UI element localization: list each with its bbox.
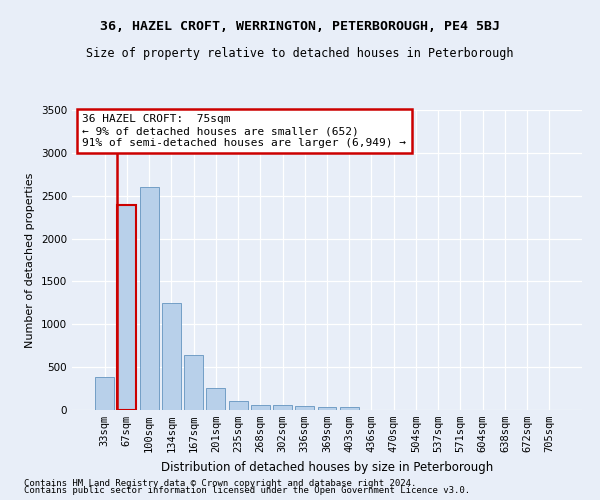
Text: Contains HM Land Registry data © Crown copyright and database right 2024.: Contains HM Land Registry data © Crown c… (24, 478, 416, 488)
Bar (118, 205, 136, 410)
X-axis label: Distribution of detached houses by size in Peterborough: Distribution of detached houses by size … (161, 460, 493, 473)
Bar (340, 407, 359, 410)
Bar (95, 376, 114, 410)
Bar (162, 303, 181, 410)
Text: 36 HAZEL CROFT:  75sqm
← 9% of detached houses are smaller (652)
91% of semi-det: 36 HAZEL CROFT: 75sqm ← 9% of detached h… (82, 114, 406, 148)
Bar (229, 402, 248, 410)
Bar (317, 407, 337, 410)
Bar (273, 405, 292, 410)
Y-axis label: Number of detached properties: Number of detached properties (25, 172, 35, 348)
Text: Size of property relative to detached houses in Peterborough: Size of property relative to detached ho… (86, 48, 514, 60)
Text: Contains public sector information licensed under the Open Government Licence v3: Contains public sector information licen… (24, 486, 470, 495)
Bar (206, 388, 225, 410)
Bar (295, 406, 314, 410)
Bar (251, 405, 270, 410)
Bar (140, 187, 158, 410)
Bar (184, 355, 203, 410)
Text: 36, HAZEL CROFT, WERRINGTON, PETERBOROUGH, PE4 5BJ: 36, HAZEL CROFT, WERRINGTON, PETERBOROUG… (100, 20, 500, 33)
